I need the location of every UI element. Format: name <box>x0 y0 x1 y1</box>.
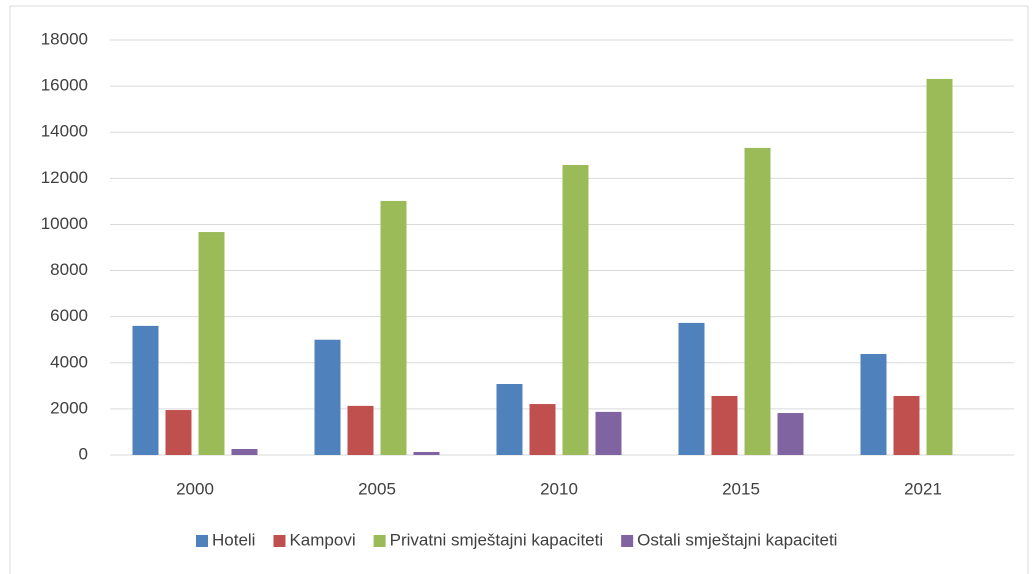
bar <box>744 147 771 455</box>
bar <box>496 383 523 455</box>
bar <box>860 354 887 455</box>
legend-swatch <box>621 535 634 547</box>
legend-label: Hoteli <box>212 530 255 549</box>
legend-label: Kampovi <box>289 530 355 549</box>
bar <box>926 78 953 455</box>
y-tick-label: 16000 <box>41 76 88 95</box>
y-tick-label: 2000 <box>50 398 88 417</box>
bar <box>380 200 407 455</box>
bar <box>314 339 341 455</box>
y-tick-label: 12000 <box>41 168 88 187</box>
legend-swatch <box>196 535 208 547</box>
y-tick-label: 4000 <box>50 352 88 371</box>
bar <box>132 325 159 455</box>
x-tick-label: 2021 <box>904 479 942 498</box>
legend-label: Ostali smještajni kapaciteti <box>637 530 837 549</box>
bar <box>529 404 556 455</box>
bar <box>711 395 738 455</box>
bar <box>231 449 258 455</box>
bar <box>165 410 192 455</box>
legend-swatch <box>373 535 386 547</box>
x-tick-label: 2015 <box>722 479 760 498</box>
x-tick-label: 2000 <box>176 479 214 498</box>
legend-label: Privatni smještajni kapaciteti <box>390 530 604 549</box>
x-tick-label: 2005 <box>358 479 396 498</box>
y-tick-label: 0 <box>79 444 88 463</box>
bar <box>678 322 705 455</box>
bar <box>198 232 225 455</box>
bar <box>562 164 589 455</box>
y-tick-label: 8000 <box>50 260 88 279</box>
bar <box>347 405 374 455</box>
y-tick-label: 18000 <box>41 29 88 48</box>
y-tick-label: 14000 <box>41 122 88 141</box>
bar <box>413 452 440 455</box>
bar <box>777 413 804 455</box>
y-tick-label: 6000 <box>50 306 88 325</box>
x-tick-label: 2010 <box>540 479 578 498</box>
bar <box>893 395 920 455</box>
legend-swatch <box>273 535 286 547</box>
chart-border <box>9 5 1029 574</box>
y-tick-label: 10000 <box>41 214 88 233</box>
bar <box>595 411 622 455</box>
